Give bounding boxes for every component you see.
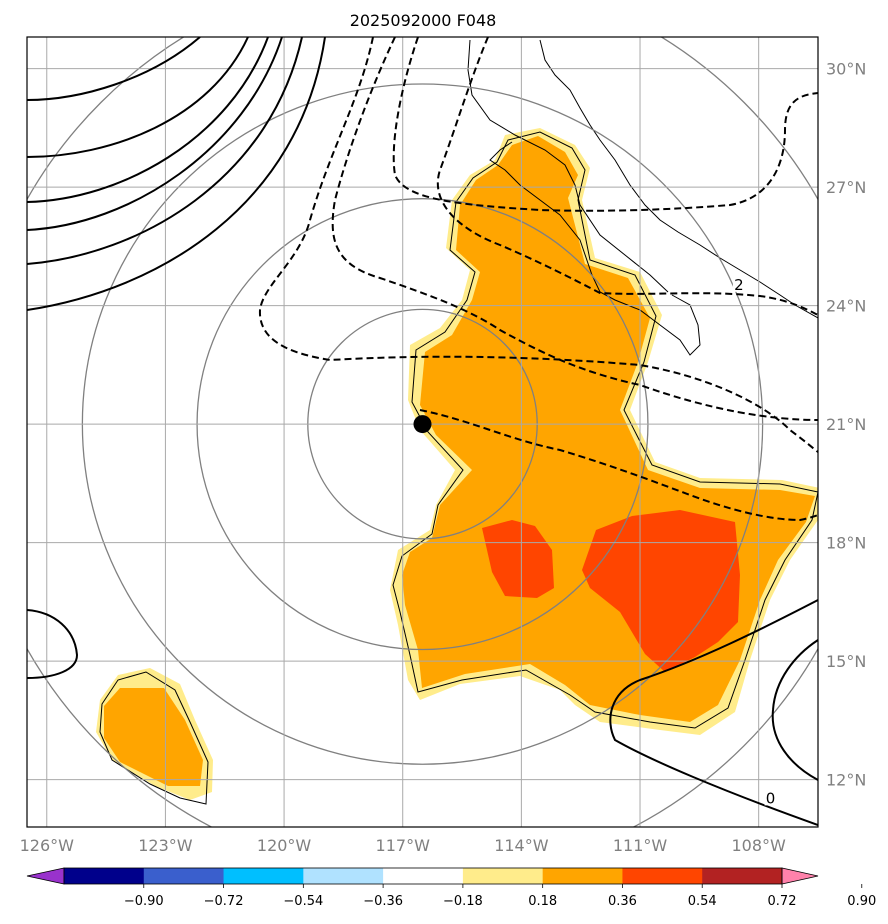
- colorbar-extend-high: [781, 867, 819, 885]
- latitude-labels: 30°N 27°N 24°N 21°N 18°N 15°N 12°N: [826, 60, 866, 790]
- contour-dashed-3: [436, 37, 818, 316]
- contour-solid-5: [27, 37, 303, 265]
- shading-red-west: [482, 520, 554, 598]
- colorbar-label-8: 0.72: [768, 894, 797, 909]
- contour-labels: 20: [732, 275, 778, 807]
- lon-label-4: 114°W: [494, 836, 549, 855]
- lat-label-2: 24°N: [826, 297, 866, 316]
- shading-orange-island: [104, 688, 203, 786]
- colorbar-segment-1: [143, 868, 225, 884]
- colorbar-segment-3: [303, 868, 384, 884]
- colorbar-extend-low: [26, 867, 65, 885]
- contour-solid-6: [27, 37, 326, 311]
- contour-dashed-4: [392, 37, 818, 212]
- colorbar-label-0: −0.90: [124, 894, 164, 909]
- lon-label-5: 111°W: [613, 836, 668, 855]
- shading-red-east: [582, 510, 740, 672]
- contour-solid-7: [27, 609, 79, 679]
- mainland-coast: [539, 39, 818, 319]
- lat-label-6: 12°N: [826, 771, 866, 790]
- colorbar-label-2: −0.54: [283, 894, 323, 909]
- colorbar-label-6: 0.36: [608, 894, 637, 909]
- colorbar-label-3: −0.36: [363, 894, 403, 909]
- contour-solid-9: [771, 639, 818, 781]
- colorbar-segment-6: [542, 868, 623, 884]
- lat-label-3: 21°N: [826, 415, 866, 434]
- colorbar-segment-7: [622, 868, 703, 884]
- baja-coast-east: [467, 39, 669, 293]
- contour-label-bg-0: [732, 275, 746, 292]
- contour-label-0: 2: [734, 276, 744, 294]
- map-title: 2025092000 F048: [350, 11, 497, 30]
- lon-label-1: 123°W: [138, 836, 193, 855]
- colorbar-segment-0: [64, 868, 145, 884]
- colorbar-label-5: 0.18: [528, 894, 557, 909]
- longitude-labels: 126°W 123°W 120°W 117°W 114°W 111°W 108°W: [20, 836, 786, 855]
- contour-solid-4: [27, 37, 283, 231]
- colorbar-label-9: 0.90: [847, 894, 876, 909]
- region-outline-main: [392, 131, 818, 729]
- contours-dashed: [258, 37, 818, 522]
- colorbar-label-4: −0.18: [443, 894, 483, 909]
- contour-solid-3: [27, 37, 269, 203]
- contours-solid: [27, 37, 818, 826]
- colorbar: −0.90 −0.72 −0.54 −0.36 −0.18 0.18 0.36 0.54 0.7…: [26, 867, 876, 909]
- contour-solid-8: [609, 599, 818, 826]
- lat-label-1: 27°N: [826, 178, 866, 197]
- colorbar-label-7: 0.54: [688, 894, 717, 909]
- contour-dashed-1: [258, 37, 818, 453]
- gridlines: [27, 37, 818, 827]
- lon-label-6: 108°W: [731, 836, 786, 855]
- colorbar-label-1: −0.72: [204, 894, 244, 909]
- map-area: 20: [27, 37, 818, 827]
- colorbar-frame: [63, 867, 783, 885]
- contour-label-bg-1: [764, 789, 778, 806]
- contour-label-1: 0: [766, 789, 776, 807]
- lon-label-0: 126°W: [20, 836, 75, 855]
- lat-label-0: 30°N: [826, 60, 866, 79]
- contour-solid-2: [27, 37, 249, 158]
- lat-label-4: 18°N: [826, 534, 866, 553]
- lon-label-2: 120°W: [257, 836, 312, 855]
- shading-red: [482, 510, 740, 672]
- lat-label-5: 15°N: [826, 652, 866, 671]
- colorbar-segment-5: [462, 868, 544, 884]
- storm-center-marker: [413, 415, 432, 434]
- contour-dashed-5: [419, 409, 818, 522]
- map-frame: [26, 36, 819, 828]
- colorbar-segment-2: [223, 868, 304, 884]
- colorbar-segment-8: [702, 868, 783, 884]
- contour-dashed-2: [331, 37, 818, 421]
- contour-solid-1: [27, 37, 201, 101]
- colorbar-segment-4: [383, 868, 464, 884]
- lon-label-3: 117°W: [376, 836, 431, 855]
